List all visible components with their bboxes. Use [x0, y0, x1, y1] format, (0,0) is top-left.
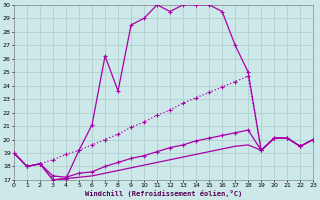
- X-axis label: Windchill (Refroidissement éolien,°C): Windchill (Refroidissement éolien,°C): [85, 190, 242, 197]
